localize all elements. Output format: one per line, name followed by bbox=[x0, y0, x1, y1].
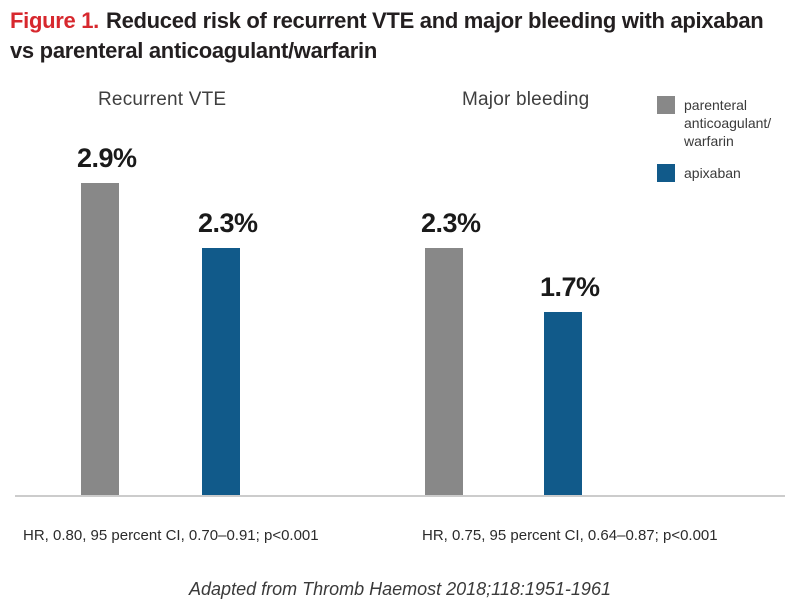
figure-title: Figure 1. Reduced risk of recurrent VTE a… bbox=[10, 6, 764, 66]
bar-major-bleeding-apixaban bbox=[544, 312, 582, 496]
group-label-major-bleeding: Major bleeding bbox=[462, 89, 590, 110]
legend-item-parenteral: parenteral anticoagulant/warfarin bbox=[657, 96, 787, 150]
legend-label: parenteral anticoagulant/warfarin bbox=[684, 97, 772, 149]
bar-major-bleeding-parenteral bbox=[425, 248, 463, 496]
source-citation: Adapted from Thromb Haemost 2018;118:195… bbox=[189, 579, 611, 599]
bar-recurrent-vte-apixaban bbox=[202, 248, 240, 496]
bar-recurrent-vte-parenteral bbox=[81, 183, 119, 496]
group-label-recurrent-vte: Recurrent VTE bbox=[98, 89, 227, 110]
legend-item-apixaban: apixaban bbox=[657, 164, 787, 182]
figure-title-line1: Reduced risk of recurrent VTE and major … bbox=[106, 8, 764, 33]
plot-area: 2.9% 2.3% 2.3% 1.7% bbox=[77, 143, 600, 496]
legend-swatch-icon bbox=[657, 164, 675, 182]
legend-swatch-icon bbox=[657, 96, 675, 114]
bar-value-label: 1.7% bbox=[540, 272, 600, 302]
figure-title-line2: vs parenteral anticoagulant/warfarin bbox=[10, 38, 377, 63]
bar-value-label: 2.3% bbox=[198, 208, 258, 238]
hr-stat-recurrent-vte: HR, 0.80, 95 percent CI, 0.70–0.91; p<0.… bbox=[23, 527, 319, 544]
hr-stat-major-bleeding: HR, 0.75, 95 percent CI, 0.64–0.87; p<0.… bbox=[422, 527, 718, 544]
figure-number-label: Figure 1. bbox=[10, 8, 99, 33]
legend-label: apixaban bbox=[684, 165, 741, 181]
x-axis-baseline bbox=[15, 495, 785, 497]
chart-legend: parenteral anticoagulant/warfarin apixaban bbox=[657, 96, 787, 196]
bar-value-label: 2.3% bbox=[421, 208, 481, 238]
bar-value-label: 2.9% bbox=[77, 143, 137, 173]
